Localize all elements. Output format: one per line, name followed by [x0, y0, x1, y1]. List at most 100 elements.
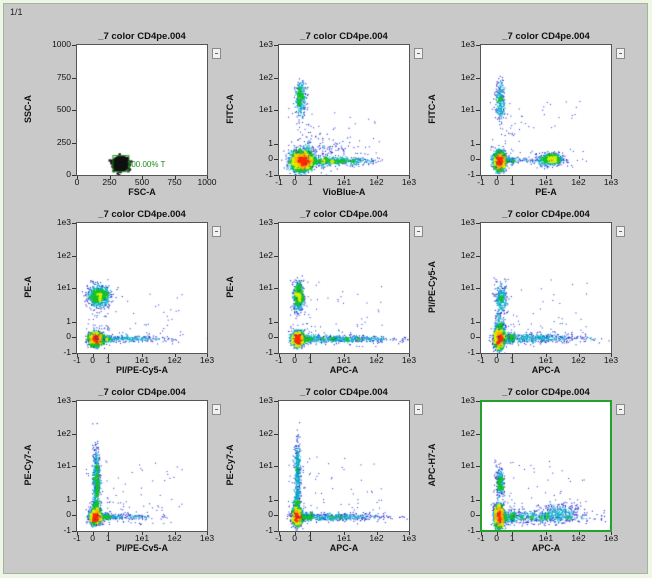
x-axis-label: PI/PE-Cv5-A	[115, 543, 168, 553]
x-tick-label: 0	[494, 177, 499, 187]
x-tick-mark	[496, 176, 498, 179]
y-tick-label: -1	[63, 525, 71, 535]
y-tick-mark	[476, 531, 480, 532]
plot-menu-button[interactable]	[212, 226, 221, 237]
y-tick-label: 1e2	[56, 427, 71, 438]
y-tick-mark	[476, 223, 480, 224]
scatter-canvas	[481, 223, 611, 353]
x-tick-mark	[77, 176, 78, 179]
y-tick-mark	[476, 353, 480, 354]
plot-panel: _7 color CD4pe.004 FITC-A VioBlue-A -1 0 1 1e1…	[216, 30, 428, 214]
x-tick-label: 1	[307, 533, 313, 543]
x-tick-mark	[92, 354, 94, 357]
y-tick-mark	[476, 499, 480, 501]
plot-area[interactable]	[76, 44, 208, 176]
x-tick-label: 0	[494, 533, 499, 543]
x-tick-mark	[294, 532, 296, 535]
y-tick-label: 1	[470, 493, 475, 504]
plot-menu-button[interactable]	[212, 48, 221, 59]
plot-area[interactable]	[76, 222, 208, 354]
y-tick-label: 0	[470, 509, 475, 520]
selected-plot-area[interactable]	[480, 400, 612, 532]
plot-area[interactable]	[76, 400, 208, 532]
x-tick-mark	[174, 532, 176, 535]
y-tick-label: 1e2	[258, 249, 273, 260]
x-tick-mark	[512, 532, 514, 535]
y-tick-label: 1	[268, 137, 273, 148]
x-tick-label: 1	[105, 355, 111, 365]
x-tick-label: 1	[509, 177, 515, 187]
y-axis-label: APC-H7-A	[427, 443, 437, 487]
y-tick-label: 1e2	[460, 71, 475, 82]
plot-menu-button[interactable]	[414, 404, 423, 415]
plot-menu-button[interactable]	[616, 404, 625, 415]
x-tick-mark	[344, 532, 345, 535]
y-tick-mark	[274, 353, 278, 354]
y-axis-label: FITC-A	[427, 94, 437, 124]
y-tick-label: 1e3	[460, 217, 475, 227]
y-tick-label: 1e2	[258, 71, 273, 82]
x-tick-label: 500	[134, 177, 150, 187]
x-tick-mark	[294, 354, 296, 357]
plot-menu-button[interactable]	[414, 48, 423, 59]
scatter-canvas	[481, 45, 611, 175]
y-axis-label: PE-A	[225, 276, 235, 298]
y-tick-label: 1	[268, 315, 273, 326]
plot-area[interactable]	[480, 44, 612, 176]
x-tick-mark	[481, 176, 482, 179]
x-axis-label: FSC-A	[128, 187, 156, 197]
plot-title: _7 color CD4pe.004	[300, 209, 388, 220]
x-tick-mark	[481, 532, 482, 535]
x-tick-mark	[344, 354, 345, 357]
x-tick-label: -1	[275, 177, 283, 187]
x-tick-mark	[310, 532, 312, 535]
plot-menu-button[interactable]	[616, 48, 625, 59]
y-tick-label: 1e1	[258, 460, 273, 470]
y-tick-mark	[72, 223, 76, 224]
x-tick-label: 1e1	[134, 533, 150, 543]
y-tick-mark	[476, 466, 480, 467]
y-tick-label: -1	[63, 347, 71, 357]
plot-area[interactable]	[480, 222, 612, 354]
scatter-canvas	[482, 402, 610, 530]
y-tick-mark	[72, 110, 76, 111]
y-tick-mark	[72, 321, 76, 323]
y-tick-mark	[274, 288, 278, 289]
plot-title: _7 color CD4pe.004	[502, 209, 590, 220]
y-tick-mark	[274, 466, 278, 467]
plot-menu-button[interactable]	[212, 404, 221, 415]
x-tick-mark	[310, 176, 312, 179]
plot-panel: _7 color CD4pe.004 PE-A APC-A -1 0 1 1e1 1e2 1e3…	[216, 208, 428, 392]
plot-panel: _7 color CD4pe.004 PE-Cy7-A PI/PE-Cv5-A -1 0…	[14, 386, 226, 570]
y-tick-label: 1e1	[460, 460, 475, 470]
x-tick-label: 1e1	[336, 177, 352, 187]
plot-area[interactable]	[278, 44, 410, 176]
x-tick-mark	[376, 176, 378, 179]
gate-label: 100.00% T	[126, 159, 166, 169]
plot-panel: _7 color CD4pe.004 PE-Cy7-A APC-A -1 0 1 1e1 1e…	[216, 386, 428, 570]
y-tick-mark	[476, 321, 480, 323]
plot-menu-button[interactable]	[616, 226, 625, 237]
plot-panel: _7 color CD4pe.004 PI/PE-Cy5-A APC-A -1 0 1 1e…	[418, 208, 630, 392]
x-tick-mark	[294, 176, 296, 179]
y-tick-mark	[72, 337, 76, 339]
x-tick-label: 1e2	[369, 177, 384, 187]
y-tick-mark	[72, 77, 76, 79]
y-tick-label: -1	[265, 347, 273, 357]
scatter-canvas	[77, 401, 207, 531]
x-tick-label: 1e2	[167, 533, 182, 543]
y-tick-label: 1e1	[258, 104, 273, 114]
y-tick-mark	[274, 110, 278, 111]
plot-panel: _7 color CD4pe.004 APC-H7-A APC-A -1 0 1 1e1 1e…	[418, 386, 630, 570]
plot-menu-button[interactable]	[414, 226, 423, 237]
x-tick-label: 1e2	[571, 177, 586, 187]
x-tick-label: 1e1	[538, 355, 554, 365]
y-tick-mark	[274, 77, 278, 79]
x-tick-mark	[496, 354, 498, 357]
plot-area[interactable]	[278, 222, 410, 354]
x-tick-label: 1e3	[603, 355, 619, 365]
x-tick-label: 0	[292, 533, 297, 543]
y-tick-mark	[274, 499, 278, 501]
plot-area[interactable]	[278, 400, 410, 532]
y-tick-label: 0	[66, 509, 71, 520]
